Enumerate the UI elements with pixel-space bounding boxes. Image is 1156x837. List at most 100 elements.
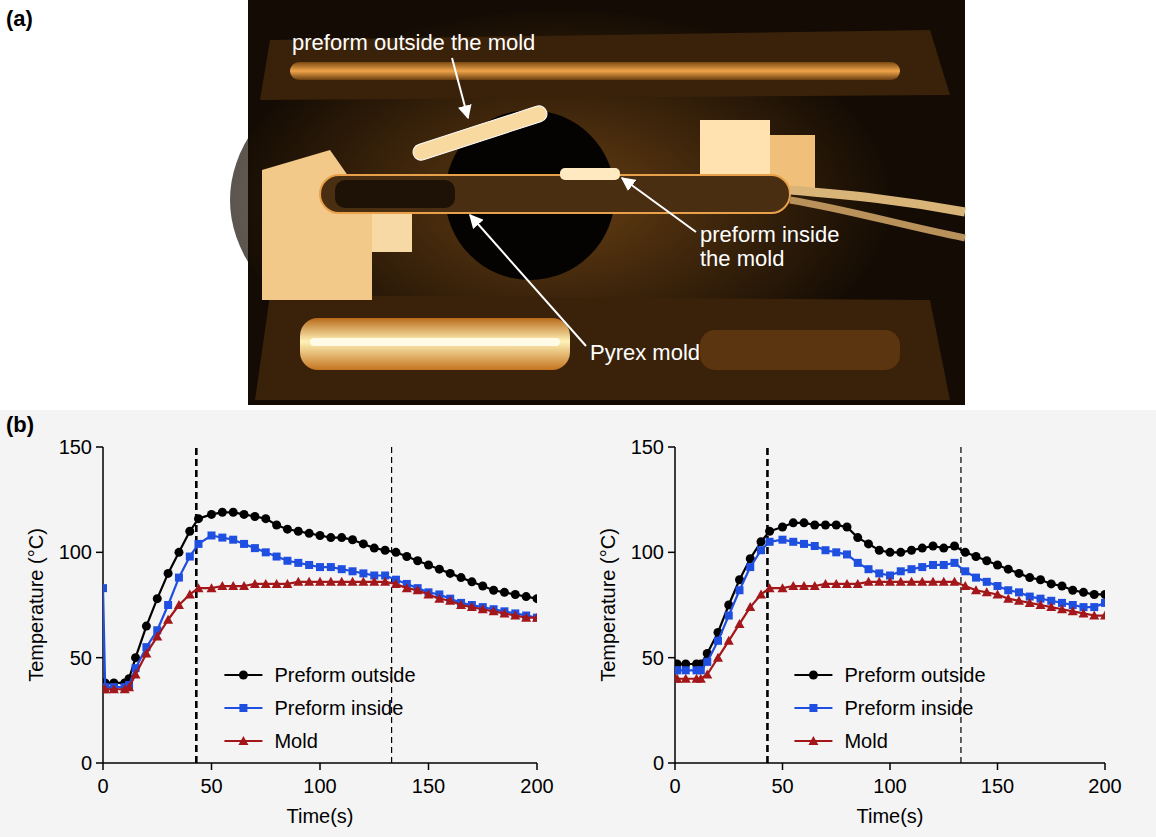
series-line [103, 535, 537, 687]
marker-triangle [1025, 598, 1035, 607]
marker-circle [1068, 586, 1077, 595]
marker-circle [294, 527, 303, 536]
marker-triangle [532, 613, 537, 622]
marker-triangle [1003, 594, 1013, 603]
marker-triangle [907, 577, 917, 586]
marker-square [822, 546, 830, 554]
marker-triangle [724, 636, 734, 645]
x-tick-label: 0 [669, 775, 680, 797]
marker-triangle [950, 577, 960, 586]
marker-triangle [842, 579, 852, 588]
marker-triangle [896, 577, 906, 586]
legend-item: Mold [794, 730, 887, 752]
marker-square [725, 612, 733, 620]
marker-circle [142, 622, 151, 631]
photo-label: preform insidethe mold [700, 222, 839, 271]
marker-triangle [185, 589, 195, 598]
marker-triangle [326, 577, 336, 586]
lamp-filament [310, 338, 560, 346]
x-tick [674, 763, 676, 770]
legend-item: Preform inside [794, 697, 973, 719]
marker-circle [500, 588, 509, 597]
marker-circle [272, 520, 281, 529]
panel-b-background [0, 410, 1156, 837]
marker-square [186, 553, 194, 561]
legend-label: Mold [844, 730, 887, 752]
x-tick [211, 763, 213, 770]
marker-triangle [864, 577, 874, 586]
marker-triangle [1068, 606, 1078, 615]
marker-triangle [1079, 608, 1089, 617]
marker-square [929, 561, 937, 569]
legend: Preform outside Preform inside Mold [794, 664, 985, 752]
x-axis-title: Time(s) [286, 805, 353, 827]
marker-triangle [885, 577, 895, 586]
y-tick-label: 50 [642, 647, 664, 669]
marker-square [832, 548, 840, 556]
marker-triangle [1057, 604, 1067, 613]
marker-triangle [510, 611, 520, 620]
marker-triangle [380, 577, 390, 586]
marker-triangle [993, 589, 1003, 598]
x-tick [1104, 763, 1106, 770]
lamp-bottom-end [700, 330, 900, 370]
legend-item: Preform outside [794, 664, 985, 686]
marker-triangle [391, 579, 401, 588]
series-line [103, 512, 537, 683]
marker-circle [810, 520, 819, 529]
marker-triangle [413, 585, 423, 594]
marker-square [229, 536, 237, 544]
y-axis-title: Temperature (°C) [25, 528, 47, 682]
marker-circle [821, 520, 830, 529]
marker-triangle [402, 583, 412, 592]
marker-triangle [424, 589, 434, 598]
marker-triangle [193, 583, 203, 592]
marker-triangle [103, 684, 110, 693]
figure: (a)preform outside the moldpreform insid… [0, 0, 1156, 837]
marker-circle [765, 527, 774, 536]
legend-item: Preform outside [224, 664, 415, 686]
marker-square [327, 563, 335, 571]
marker-square [800, 540, 808, 548]
marker-triangle [853, 579, 863, 588]
marker-triangle [982, 587, 992, 596]
marker-circle [359, 539, 368, 548]
marker-circle [757, 537, 766, 546]
marker-circle [972, 552, 981, 561]
marker-square [675, 666, 681, 674]
marker-square [714, 637, 722, 645]
photo-label-line: the mold [700, 246, 784, 271]
marker-square [865, 565, 873, 573]
marker-triangle [434, 594, 444, 603]
x-tick [536, 763, 538, 770]
marker-triangle [808, 736, 818, 745]
marker-circle [194, 514, 203, 523]
marker-circle [467, 577, 476, 586]
marker-square [359, 569, 367, 577]
marker-triangle [675, 674, 682, 683]
marker-triangle [489, 606, 499, 615]
marker-circle [853, 533, 862, 542]
marker-circle [832, 520, 841, 529]
marker-square [908, 565, 916, 573]
marker-circle [391, 548, 400, 557]
marker-square [262, 548, 270, 556]
legend-label: Preform outside [274, 664, 415, 686]
photo: preform outside the moldpreform insideth… [230, 0, 965, 405]
marker-square [283, 557, 291, 565]
marker-circle [809, 671, 818, 680]
marker-triangle [478, 604, 488, 613]
marker-circle [1058, 582, 1067, 591]
marker-square [918, 563, 926, 571]
marker-circle [240, 510, 249, 519]
marker-circle [961, 548, 970, 557]
marker-circle [218, 508, 227, 517]
marker-circle [993, 560, 1002, 569]
marker-circle [326, 533, 335, 542]
marker-triangle [735, 619, 745, 628]
panel-letter: (b) [6, 412, 34, 437]
marker-triangle [207, 583, 217, 592]
marker-triangle [1046, 602, 1056, 611]
marker-circle [907, 546, 916, 555]
marker-circle [348, 535, 357, 544]
